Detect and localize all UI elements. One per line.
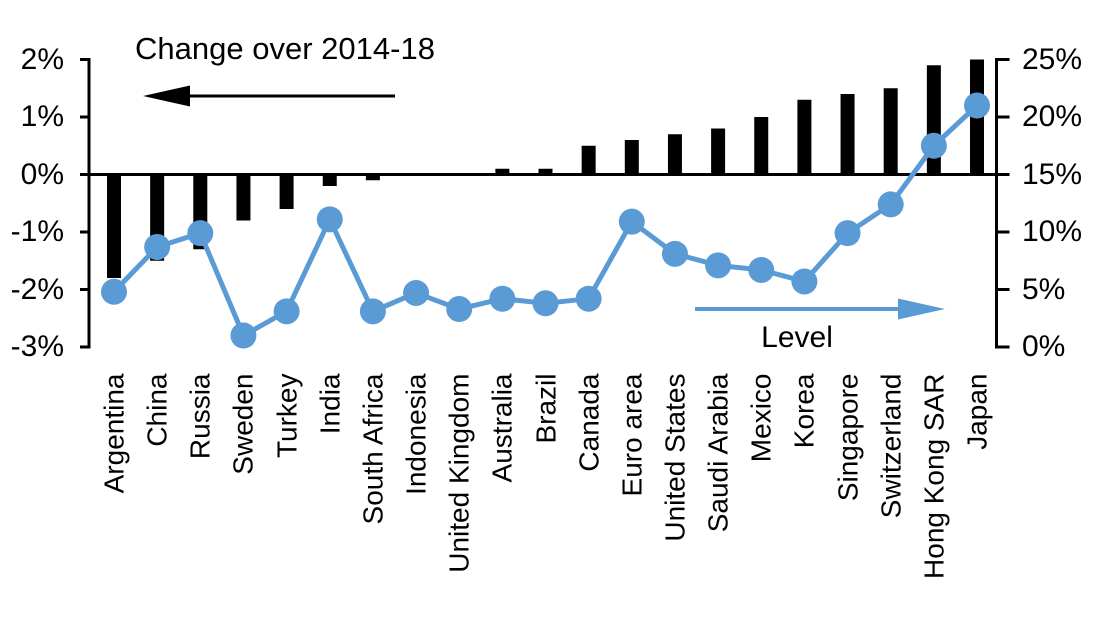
left-axis-tick-label: -3% [10,330,64,363]
bar-Singapore [840,94,855,175]
category-label-Japan: Japan [961,373,993,450]
right-axis-tick-label: 0% [1022,330,1066,363]
category-label-Hong Kong SAR: Hong Kong SAR [918,373,950,579]
level-marker-Euro area [618,208,645,235]
category-label-Australia: Australia [486,373,518,482]
level-marker-Mexico [748,256,775,283]
right-axis-tick-label: 20% [1022,100,1083,133]
level-marker-Turkey [273,298,300,325]
level-marker-Russia [187,220,214,247]
bar-India [322,174,337,186]
line-series-label: Level [761,321,833,354]
bar-series-title: Change over 2014-18 [135,31,435,66]
left-axis-tick-label: -2% [10,272,64,306]
right-axis-tick-label: 25% [1022,42,1083,76]
right-axis-tick-label: 10% [1022,215,1083,248]
category-label-India: India [314,373,346,434]
bar-Sweden [236,174,251,221]
level-marker-India [316,206,343,233]
category-label-Sweden: Sweden [227,373,259,475]
level-marker-Japan [964,92,990,119]
level-marker-Korea [791,268,818,295]
bar-South Africa [365,174,380,181]
category-label-South Africa: South Africa [357,373,389,524]
level-marker-Sweden [230,322,257,349]
bar-Brazil [538,168,553,175]
category-label-Korea: Korea [788,373,820,448]
bar-Saudi Arabia [711,128,726,175]
bar-United States [667,134,682,175]
level-marker-United Kingdom [446,296,473,323]
level-marker-Brazil [532,290,559,317]
category-label-Indonesia: Indonesia [400,373,432,495]
bar-Australia [495,168,510,175]
level-arrow-icon [898,298,945,320]
category-label-Argentina: Argentina [98,373,130,493]
bar-Mexico [754,117,769,175]
level-marker-Switzerland [877,191,904,218]
bar-Korea [797,99,812,175]
bar-Turkey [279,174,294,209]
level-marker-Saudi Arabia [705,252,732,279]
category-label-Saudi Arabia: Saudi Arabia [702,373,734,532]
level-marker-Argentina [101,278,127,305]
right-axis-tick-label: 5% [1022,272,1066,306]
bar-Argentina [107,174,121,278]
level-marker-Canada [575,285,602,312]
category-label-United States: United States [659,373,691,542]
level-marker-Indonesia [403,279,430,306]
level-marker-Hong Kong SAR [920,132,947,159]
left-axis-tick-label: 0% [20,157,64,191]
left-axis-tick-label: 2% [20,42,64,76]
bar-Switzerland [883,88,898,175]
level-marker-Australia [489,285,516,312]
category-label-Switzerland: Switzerland [875,373,907,518]
bar-Canada [581,145,596,175]
right-axis-tick-label: 15% [1022,157,1083,191]
level-marker-Singapore [834,220,861,247]
category-label-Euro area: Euro area [616,373,648,496]
left-axis-tick-label: -1% [10,215,64,248]
change-arrow-icon [143,85,190,107]
level-marker-China [144,233,171,260]
category-label-Brazil: Brazil [530,373,561,444]
left-axis-tick-label: 1% [20,100,64,133]
category-label-Canada: Canada [573,373,605,472]
level-marker-South Africa [359,298,386,325]
category-label-Mexico: Mexico [745,373,777,462]
category-label-United Kingdom: United Kingdom [443,373,475,573]
category-label-Singapore: Singapore [832,373,864,501]
bar-Euro area [624,140,639,175]
category-label-China: China [141,373,173,447]
category-label-Russia: Russia [184,373,216,459]
category-label-Turkey: Turkey [271,373,303,458]
level-marker-United States [661,240,688,267]
